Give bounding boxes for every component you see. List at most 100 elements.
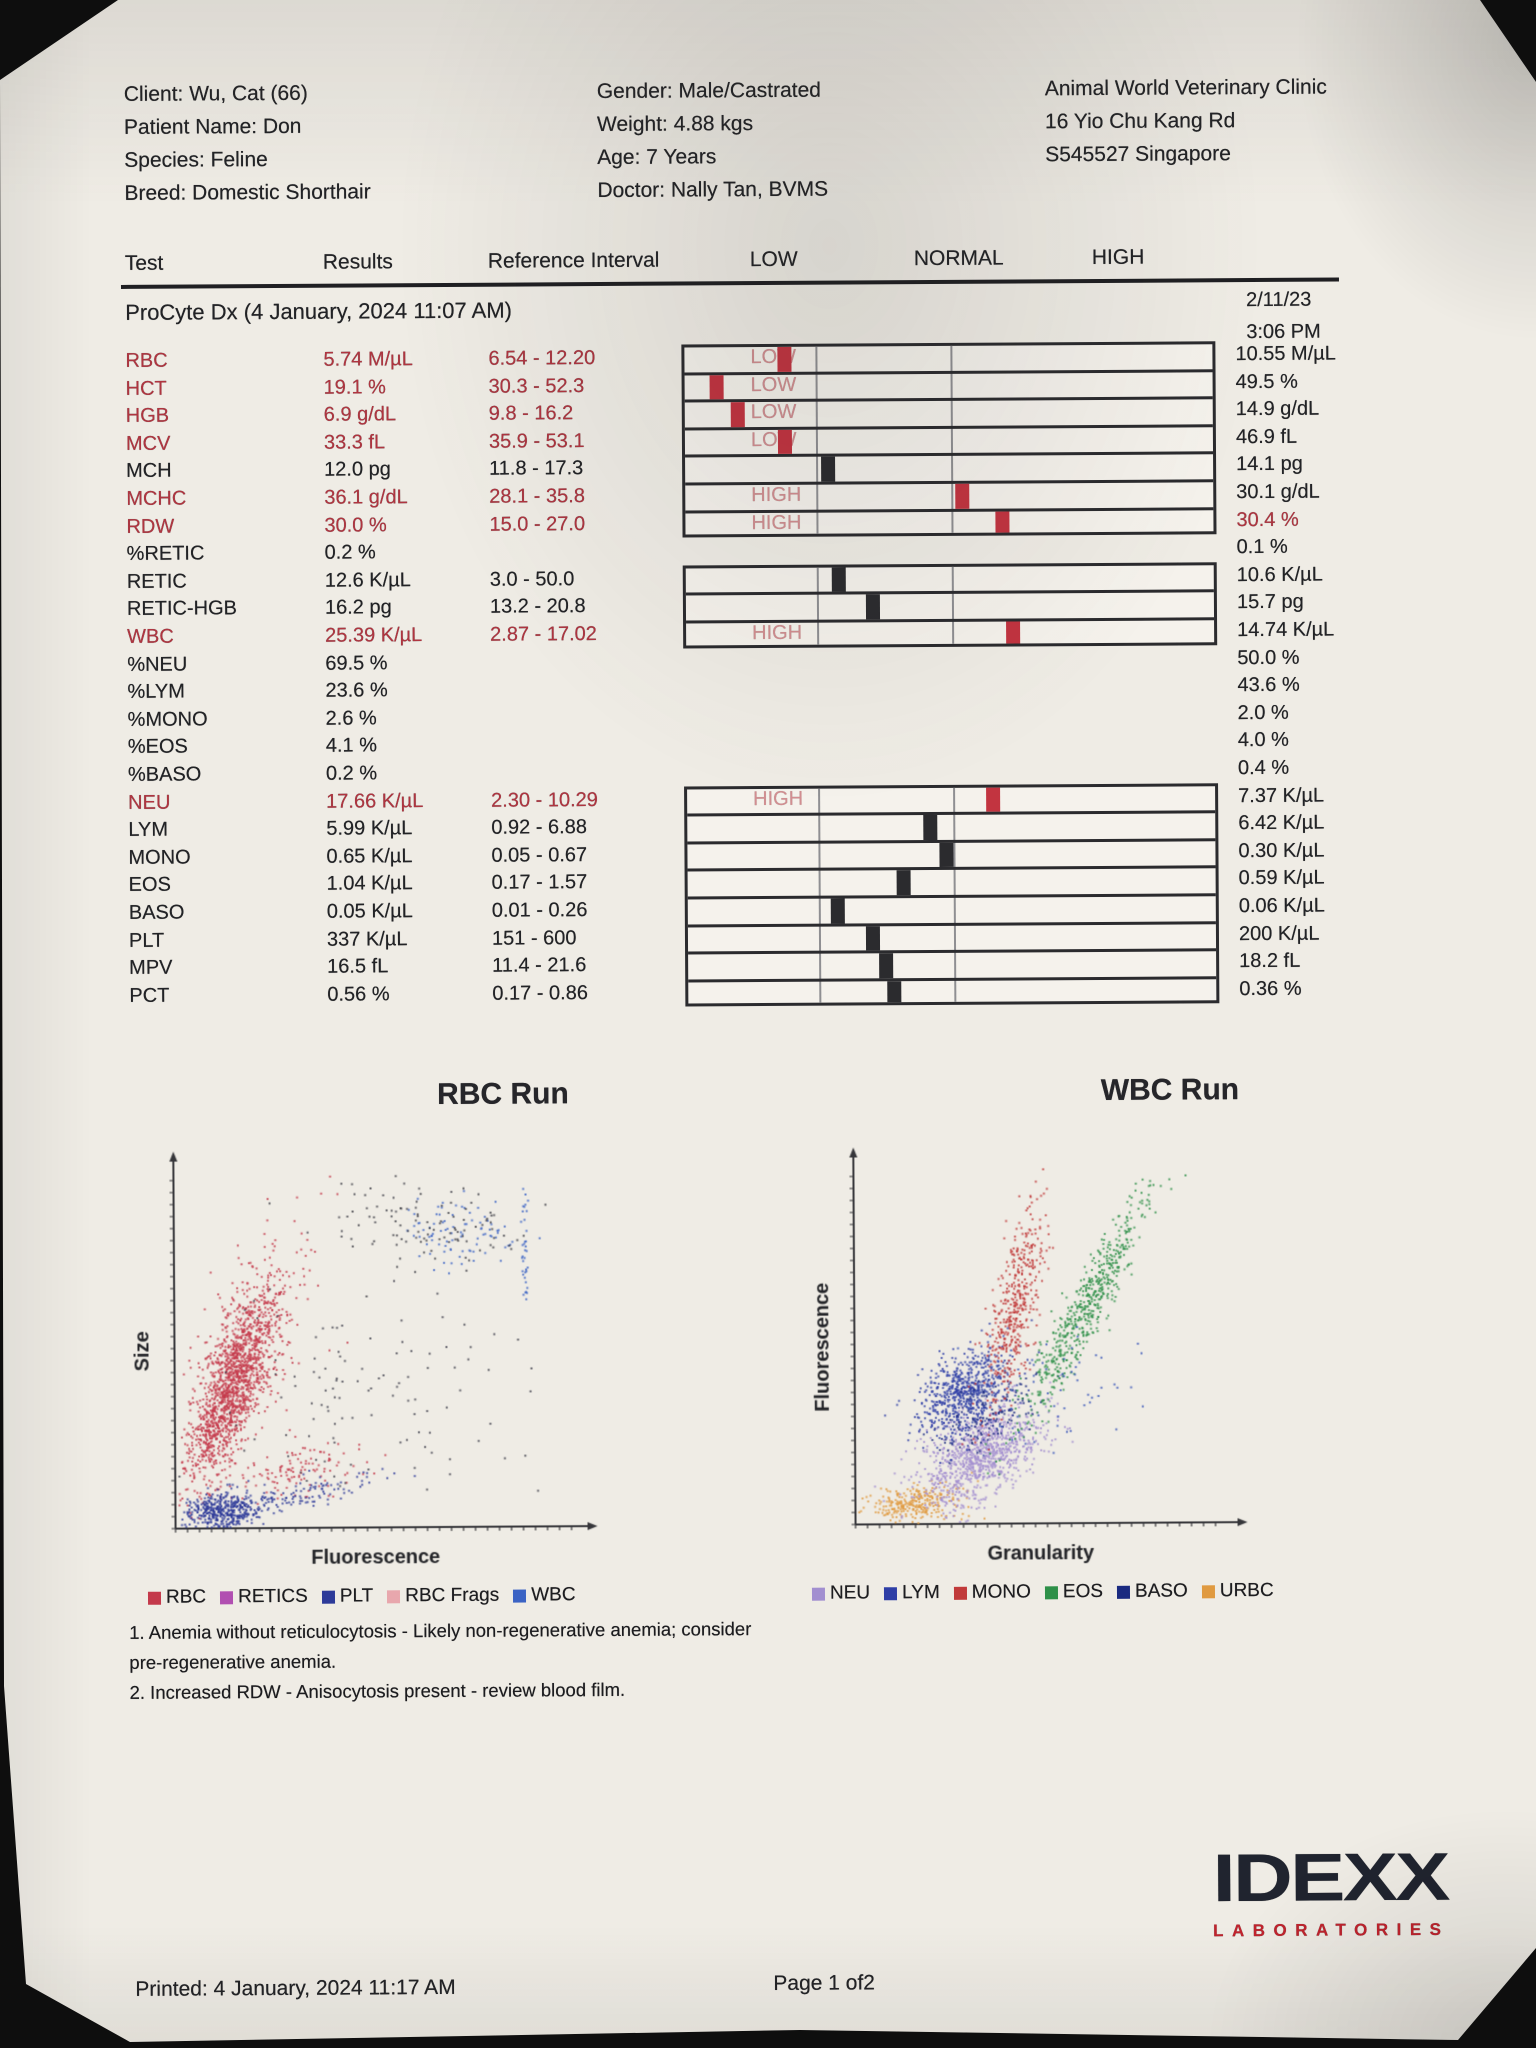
legend-swatch-icon [953, 1586, 967, 1600]
patient-details-line: Gender: Male/Castrated [596, 78, 821, 104]
reference-interval: 28.1 - 35.8 [489, 485, 585, 508]
header-rule [120, 277, 1339, 289]
test-name: PCT [129, 984, 170, 1007]
test-name: NEU [128, 791, 171, 814]
legend-item: BASO [1116, 1580, 1188, 1602]
reference-interval: 0.01 - 0.26 [491, 899, 588, 922]
previous-result: 0.36 % [1239, 977, 1302, 1000]
patient-info-line: Breed: Domestic Shorthair [124, 180, 371, 205]
note-line: 1. Anemia without reticulocytosis - Like… [129, 1618, 752, 1643]
result-marker-abnormal [730, 402, 745, 428]
test-result: 16.2 pg [324, 596, 392, 620]
instrument-run-title: ProCyte Dx (4 January, 2024 11:07 AM) [125, 297, 513, 325]
test-result: 33.3 fL [323, 431, 386, 454]
legend-item: RBC Frags [387, 1585, 499, 1608]
result-marker-normal [887, 980, 902, 1003]
range-bar-group [682, 562, 1218, 649]
test-name: %BASO [127, 763, 202, 786]
previous-result: 18.2 fL [1239, 949, 1301, 973]
patient-info-block: Client: Wu, Cat (66) Patient Name: Don Spe… [124, 76, 371, 210]
legend-label: LYM [902, 1581, 940, 1604]
previous-result: 0.30 K/µL [1238, 839, 1325, 862]
column-header-test: Test [124, 251, 164, 275]
result-marker-abnormal [778, 429, 793, 455]
legend-swatch-icon [147, 1591, 162, 1605]
previous-result: 10.6 K/µL [1236, 563, 1323, 586]
result-marker-abnormal [995, 511, 1010, 533]
legend-item: MONO [953, 1581, 1031, 1603]
previous-result: 0.06 K/µL [1238, 894, 1325, 918]
previous-result: 4.0 % [1237, 729, 1290, 752]
note-line: pre-regenerative anemia. [129, 1650, 337, 1673]
test-result: 1.04 K/µL [326, 872, 413, 896]
range-bar-row [685, 592, 1215, 624]
range-bar-row [688, 979, 1216, 1004]
test-result: 30.0 % [324, 513, 387, 537]
legend-item: LYM [884, 1582, 940, 1604]
test-name: LYM [128, 818, 169, 842]
range-bar-row [687, 868, 1216, 900]
test-name: RBC [125, 349, 168, 372]
reference-interval: 6.54 - 12.20 [488, 347, 596, 370]
legend-label: MONO [971, 1581, 1031, 1603]
legend-item: PLT [321, 1585, 374, 1607]
rbc-run-legend: RBC RETICS PLT RBC Frags WBC [147, 1584, 576, 1609]
reference-interval: 11.4 - 21.6 [492, 954, 587, 977]
previous-result: 15.7 pg [1236, 591, 1304, 614]
reference-interval: 11.8 - 17.3 [489, 457, 584, 481]
legend-label: BASO [1134, 1580, 1188, 1602]
result-marker-abnormal [955, 483, 970, 509]
test-result: 0.65 K/µL [326, 844, 413, 868]
previous-result: 14.1 pg [1236, 453, 1303, 476]
test-name: HCT [125, 377, 167, 400]
rbc-run-scatter-plot [118, 1121, 601, 1584]
test-result: 6.9 g/dL [323, 403, 397, 426]
test-name: %NEU [127, 653, 188, 676]
previous-result: 14.74 K/µL [1237, 618, 1335, 642]
test-result: 0.56 % [327, 983, 390, 1006]
legend-label: WBC [531, 1584, 576, 1606]
range-bar-group [684, 782, 1220, 1007]
test-name: RETIC-HGB [126, 597, 238, 621]
reference-interval: 151 - 600 [491, 926, 577, 950]
test-result: 0.2 % [325, 762, 378, 785]
legend-swatch-icon [884, 1586, 898, 1600]
column-header-high: HIGH [1091, 245, 1145, 270]
test-name: MCV [125, 432, 171, 455]
test-result: 19.1 % [323, 375, 386, 399]
legend-swatch-icon [1116, 1585, 1131, 1599]
test-result: 16.5 fL [327, 955, 389, 978]
legend-item: NEU [811, 1582, 870, 1604]
range-bar-row [685, 510, 1213, 535]
legend-item: URBC [1201, 1579, 1274, 1602]
test-name: PLT [128, 929, 165, 952]
idexx-logo-subtext: LABORATORIES [1212, 1919, 1450, 1941]
previous-result: 0.1 % [1236, 536, 1288, 559]
result-marker-normal [879, 953, 894, 979]
test-name: MCHC [126, 487, 187, 510]
reference-interval: 0.05 - 0.67 [491, 843, 588, 867]
column-header-normal: NORMAL [913, 246, 1004, 271]
range-bar-row [687, 785, 1216, 817]
test-name: MONO [128, 846, 191, 869]
result-marker-normal [897, 870, 912, 896]
range-bar-row [684, 399, 1213, 431]
legend-swatch-icon [1044, 1585, 1058, 1599]
test-result: 0.05 K/µL [326, 900, 413, 923]
result-marker-abnormal [709, 374, 724, 400]
reference-interval: 0.17 - 1.57 [491, 871, 588, 895]
test-result: 4.1 % [325, 734, 378, 758]
legend-item: WBC [513, 1584, 576, 1606]
reference-interval: 2.30 - 10.29 [491, 788, 598, 812]
legend-label: URBC [1219, 1579, 1274, 1602]
previous-result: 49.5 % [1235, 370, 1298, 393]
previous-result: 46.9 fL [1235, 425, 1298, 448]
legend-swatch-icon [1201, 1584, 1215, 1598]
result-marker-abnormal [777, 346, 792, 372]
test-result: 69.5 % [325, 651, 388, 675]
test-name: %EOS [127, 735, 188, 759]
previous-result: 50.0 % [1237, 646, 1300, 669]
test-name: RDW [126, 515, 175, 538]
result-marker-abnormal [986, 787, 1001, 812]
